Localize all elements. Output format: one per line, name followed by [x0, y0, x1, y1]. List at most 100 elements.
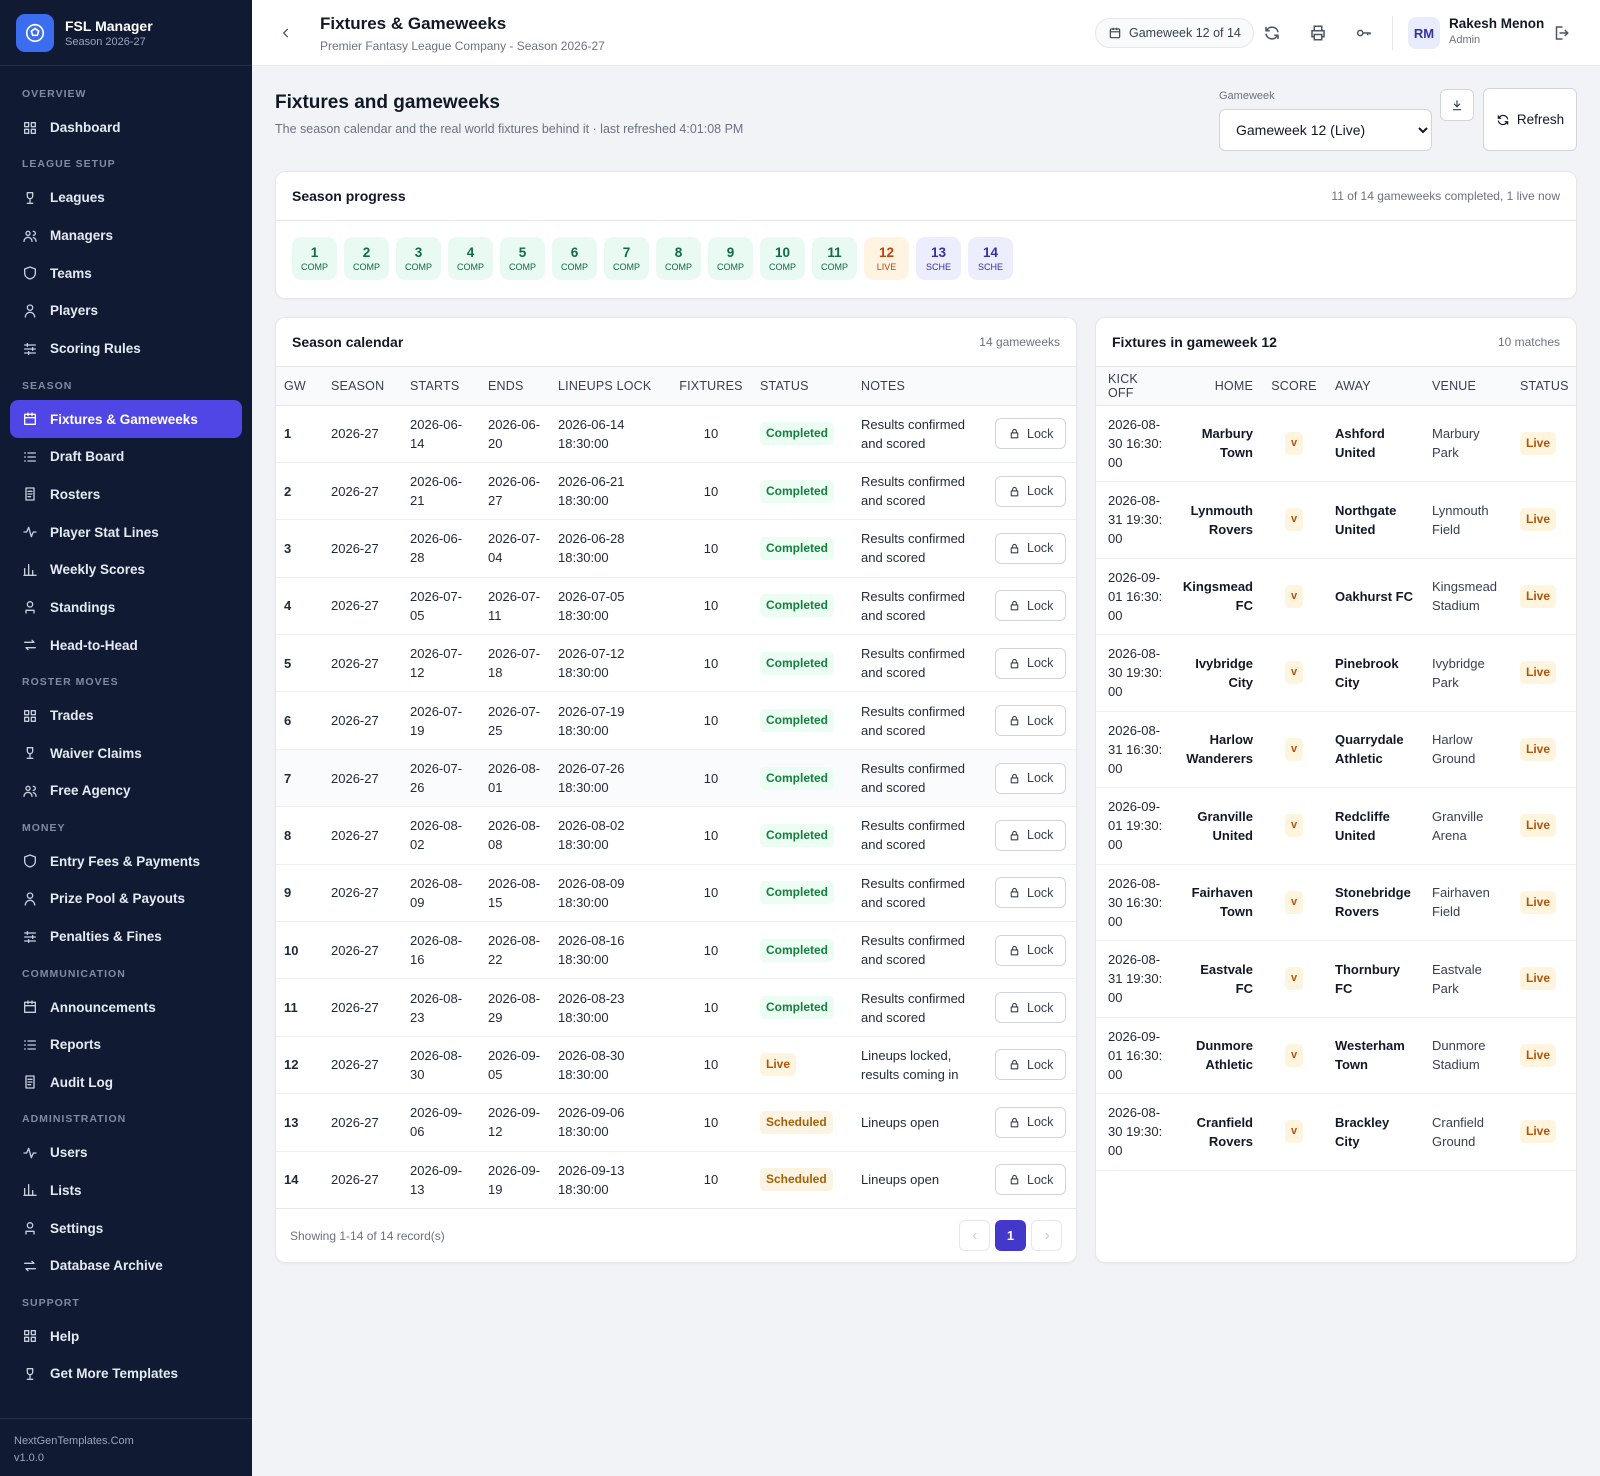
nav-item[interactable]: Dashboard — [10, 109, 242, 147]
lock-button[interactable]: Lock — [995, 992, 1067, 1024]
nav-item[interactable]: Draft Board — [10, 438, 242, 476]
cell-text: 2026-08-02 18:30:00 — [558, 818, 625, 853]
table-cell: Ivybridge City — [1174, 634, 1261, 712]
cell-text: Kingsmead FC — [1182, 579, 1253, 614]
gameweek-chip[interactable]: 5 COMP — [500, 237, 545, 280]
cell-text: 10 — [703, 885, 719, 901]
lock-button[interactable]: Lock — [995, 1164, 1067, 1196]
gameweek-chip[interactable]: 7 COMP — [604, 237, 649, 280]
nav-item[interactable]: Audit Log — [10, 1064, 242, 1102]
nav-item[interactable]: Rosters — [10, 476, 242, 514]
page-button[interactable]: 1 — [995, 1220, 1026, 1251]
gameweek-chip[interactable]: 9 COMP — [708, 237, 753, 280]
chip-status: COMP — [561, 262, 588, 272]
gameweek-select[interactable]: Gameweek 12 (Live) — [1219, 109, 1432, 151]
gameweek-chip[interactable]: 14 SCHE — [968, 237, 1013, 280]
avatar[interactable]: RM — [1408, 17, 1440, 49]
table-cell: 2026-27 — [323, 405, 402, 463]
table-cell: 2026-07-26 — [402, 749, 480, 808]
lock-button[interactable]: Lock — [995, 762, 1067, 794]
cell-text: 2026-09-01 16:30:00 — [1108, 569, 1163, 623]
nav-item[interactable]: Announcements — [10, 988, 242, 1026]
nav-label: Dashboard — [50, 120, 121, 136]
table-cell: Live — [1512, 481, 1576, 559]
nav-item[interactable]: Settings — [10, 1209, 242, 1247]
lock-button[interactable]: Lock — [995, 590, 1067, 622]
lock-label: Lock — [1027, 713, 1054, 728]
lock-button[interactable]: Lock — [995, 647, 1067, 679]
gameweek-chip[interactable]: 6 COMP — [552, 237, 597, 280]
cell-text: 2026-08-29 — [488, 990, 541, 1025]
lock-button[interactable]: Lock — [995, 475, 1067, 507]
gameweek-chip[interactable]: 3 COMP — [396, 237, 441, 280]
lock-button[interactable]: Lock — [995, 532, 1067, 564]
nav-item[interactable]: Waiver Claims — [10, 734, 242, 772]
lock-button[interactable]: Lock — [995, 1106, 1067, 1138]
table-cell: 14 — [276, 1151, 323, 1209]
nav-item[interactable]: Leagues — [10, 179, 242, 217]
lock-button[interactable]: Lock — [995, 418, 1067, 450]
logout-icon[interactable] — [1549, 21, 1573, 45]
nav-item[interactable]: Player Stat Lines — [10, 513, 242, 551]
nav-item[interactable]: Reports — [10, 1026, 242, 1064]
nav-item[interactable]: Trades — [10, 697, 242, 735]
nav-item[interactable]: Free Agency — [10, 772, 242, 810]
nav-item[interactable]: Teams — [10, 254, 242, 292]
nav-item[interactable]: Fixtures & Gameweeks — [10, 400, 242, 438]
table-row: 4 2026-27 2026-07-05 2026-07-11 2026-07-05 1… — [276, 577, 1076, 636]
lock-button[interactable]: Lock — [995, 877, 1067, 909]
table-cell: 10 — [670, 749, 752, 808]
refresh-icon[interactable] — [1260, 21, 1284, 45]
footer-link[interactable]: NextGenTemplates.Com — [14, 1435, 134, 1447]
nav-item[interactable]: Prize Pool & Payouts — [10, 880, 242, 918]
table-cell: 8 — [276, 806, 323, 865]
lock-button[interactable]: Lock — [995, 819, 1067, 851]
gameweek-chip[interactable]: 8 COMP — [656, 237, 701, 280]
gameweek-chip[interactable]: 10 COMP — [760, 237, 805, 280]
table-row: 14 2026-27 2026-09-13 2026-09-19 2026-09-13 … — [276, 1151, 1076, 1209]
cell-text: 2026-09-06 18:30:00 — [558, 1105, 625, 1140]
lock-label: Lock — [1027, 1115, 1054, 1130]
nav-item[interactable]: Help — [10, 1317, 242, 1355]
gameweek-chip[interactable]: 1 COMP — [292, 237, 337, 280]
refresh-button[interactable]: Refresh — [1483, 88, 1577, 151]
gameweek-chip[interactable]: 2 COMP — [344, 237, 389, 280]
nav-item[interactable]: Users — [10, 1134, 242, 1172]
print-icon[interactable] — [1306, 21, 1330, 45]
back-button[interactable] — [274, 21, 298, 45]
status-badge: Completed — [760, 996, 835, 1020]
nav-item[interactable]: Get More Templates — [10, 1355, 242, 1393]
lock-button[interactable]: Lock — [995, 934, 1067, 966]
lock-button[interactable]: Lock — [995, 705, 1067, 737]
next-page[interactable] — [1031, 1220, 1062, 1251]
nav-item[interactable]: Lists — [10, 1172, 242, 1210]
prev-page[interactable] — [959, 1220, 990, 1251]
nav-item[interactable]: Head-to-Head — [10, 626, 242, 664]
table-cell: 2026-09-06 — [402, 1093, 480, 1152]
icon — [1008, 772, 1021, 785]
nav-item[interactable]: Entry Fees & Payments — [10, 842, 242, 880]
nav-item[interactable]: Scoring Rules — [10, 330, 242, 368]
download-button[interactable] — [1440, 89, 1474, 121]
gameweek-chip[interactable]: 4 COMP — [448, 237, 493, 280]
gameweek-chip[interactable]: 12 LIVE — [864, 237, 909, 280]
lock-button[interactable]: Lock — [995, 1049, 1067, 1081]
status-badge: Completed — [760, 422, 835, 446]
nav-item[interactable]: Penalties & Fines — [10, 918, 242, 956]
nav-item[interactable]: Weekly Scores — [10, 551, 242, 589]
table-cell: 2026-08-30 19:30:00 — [1096, 1093, 1174, 1171]
table-cell: Dunmore Stadium — [1424, 1017, 1512, 1094]
nav-item[interactable]: Database Archive — [10, 1247, 242, 1285]
gameweek-chip[interactable]: 13 SCHE — [916, 237, 961, 280]
gameweek-chip[interactable]: 11 COMP — [812, 237, 857, 280]
nav-item[interactable]: Standings — [10, 589, 242, 627]
table-cell: Marbury Park — [1424, 405, 1512, 482]
key-icon[interactable] — [1352, 21, 1376, 45]
nav-item[interactable]: Players — [10, 292, 242, 330]
cell-text: Dunmore Athletic — [1195, 1038, 1253, 1073]
table-cell: 2026-09-05 — [480, 1036, 550, 1095]
nav-item[interactable]: Managers — [10, 217, 242, 255]
table-cell: 10 — [670, 1151, 752, 1209]
table-cell: Live — [1512, 1093, 1576, 1171]
gameweek-badge[interactable]: Gameweek 12 of 14 — [1095, 18, 1254, 48]
